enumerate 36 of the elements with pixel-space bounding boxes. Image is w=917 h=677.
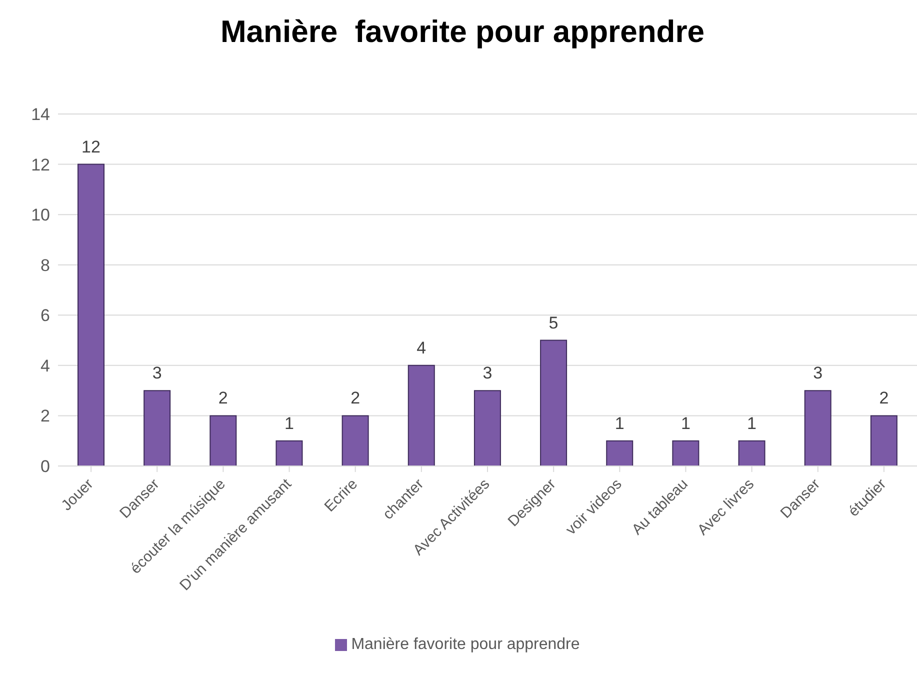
data-label: 2: [350, 388, 360, 408]
data-label: 1: [680, 414, 690, 433]
y-tick-label: 14: [31, 105, 50, 124]
data-label: 5: [548, 313, 558, 332]
data-label: 1: [284, 414, 294, 433]
bar: [804, 390, 832, 466]
bar: [540, 340, 568, 466]
bar: [210, 415, 237, 466]
bar: [606, 440, 634, 466]
bar: [78, 164, 104, 466]
y-tick-label: 6: [40, 306, 50, 326]
y-tick-label: 12: [31, 155, 50, 174]
bar: [870, 415, 898, 466]
bar: [342, 415, 369, 466]
y-tick-label: 0: [40, 457, 50, 476]
data-label: 1: [747, 414, 757, 433]
data-label: 12: [82, 137, 100, 156]
chart-title: Manière favorite pour apprendre: [219, 14, 706, 51]
bar: [144, 390, 171, 466]
y-tick-label: 10: [31, 206, 50, 225]
data-label: 2: [879, 388, 889, 408]
data-label: 3: [152, 364, 162, 383]
y-tick-label: 8: [40, 256, 50, 275]
data-label: 1: [614, 414, 624, 433]
legend-label: Manière favorite pour apprendre: [351, 636, 580, 653]
data-label: 3: [813, 364, 823, 383]
data-label: 4: [416, 338, 426, 358]
data-label: 3: [482, 364, 492, 383]
bar: [276, 440, 303, 466]
data-label: 2: [218, 388, 228, 408]
bar: [474, 390, 501, 466]
bar: [672, 440, 700, 466]
bar: [738, 440, 766, 466]
y-tick-label: 2: [40, 406, 50, 426]
y-tick-label: 4: [40, 356, 50, 376]
bar: [408, 364, 435, 466]
